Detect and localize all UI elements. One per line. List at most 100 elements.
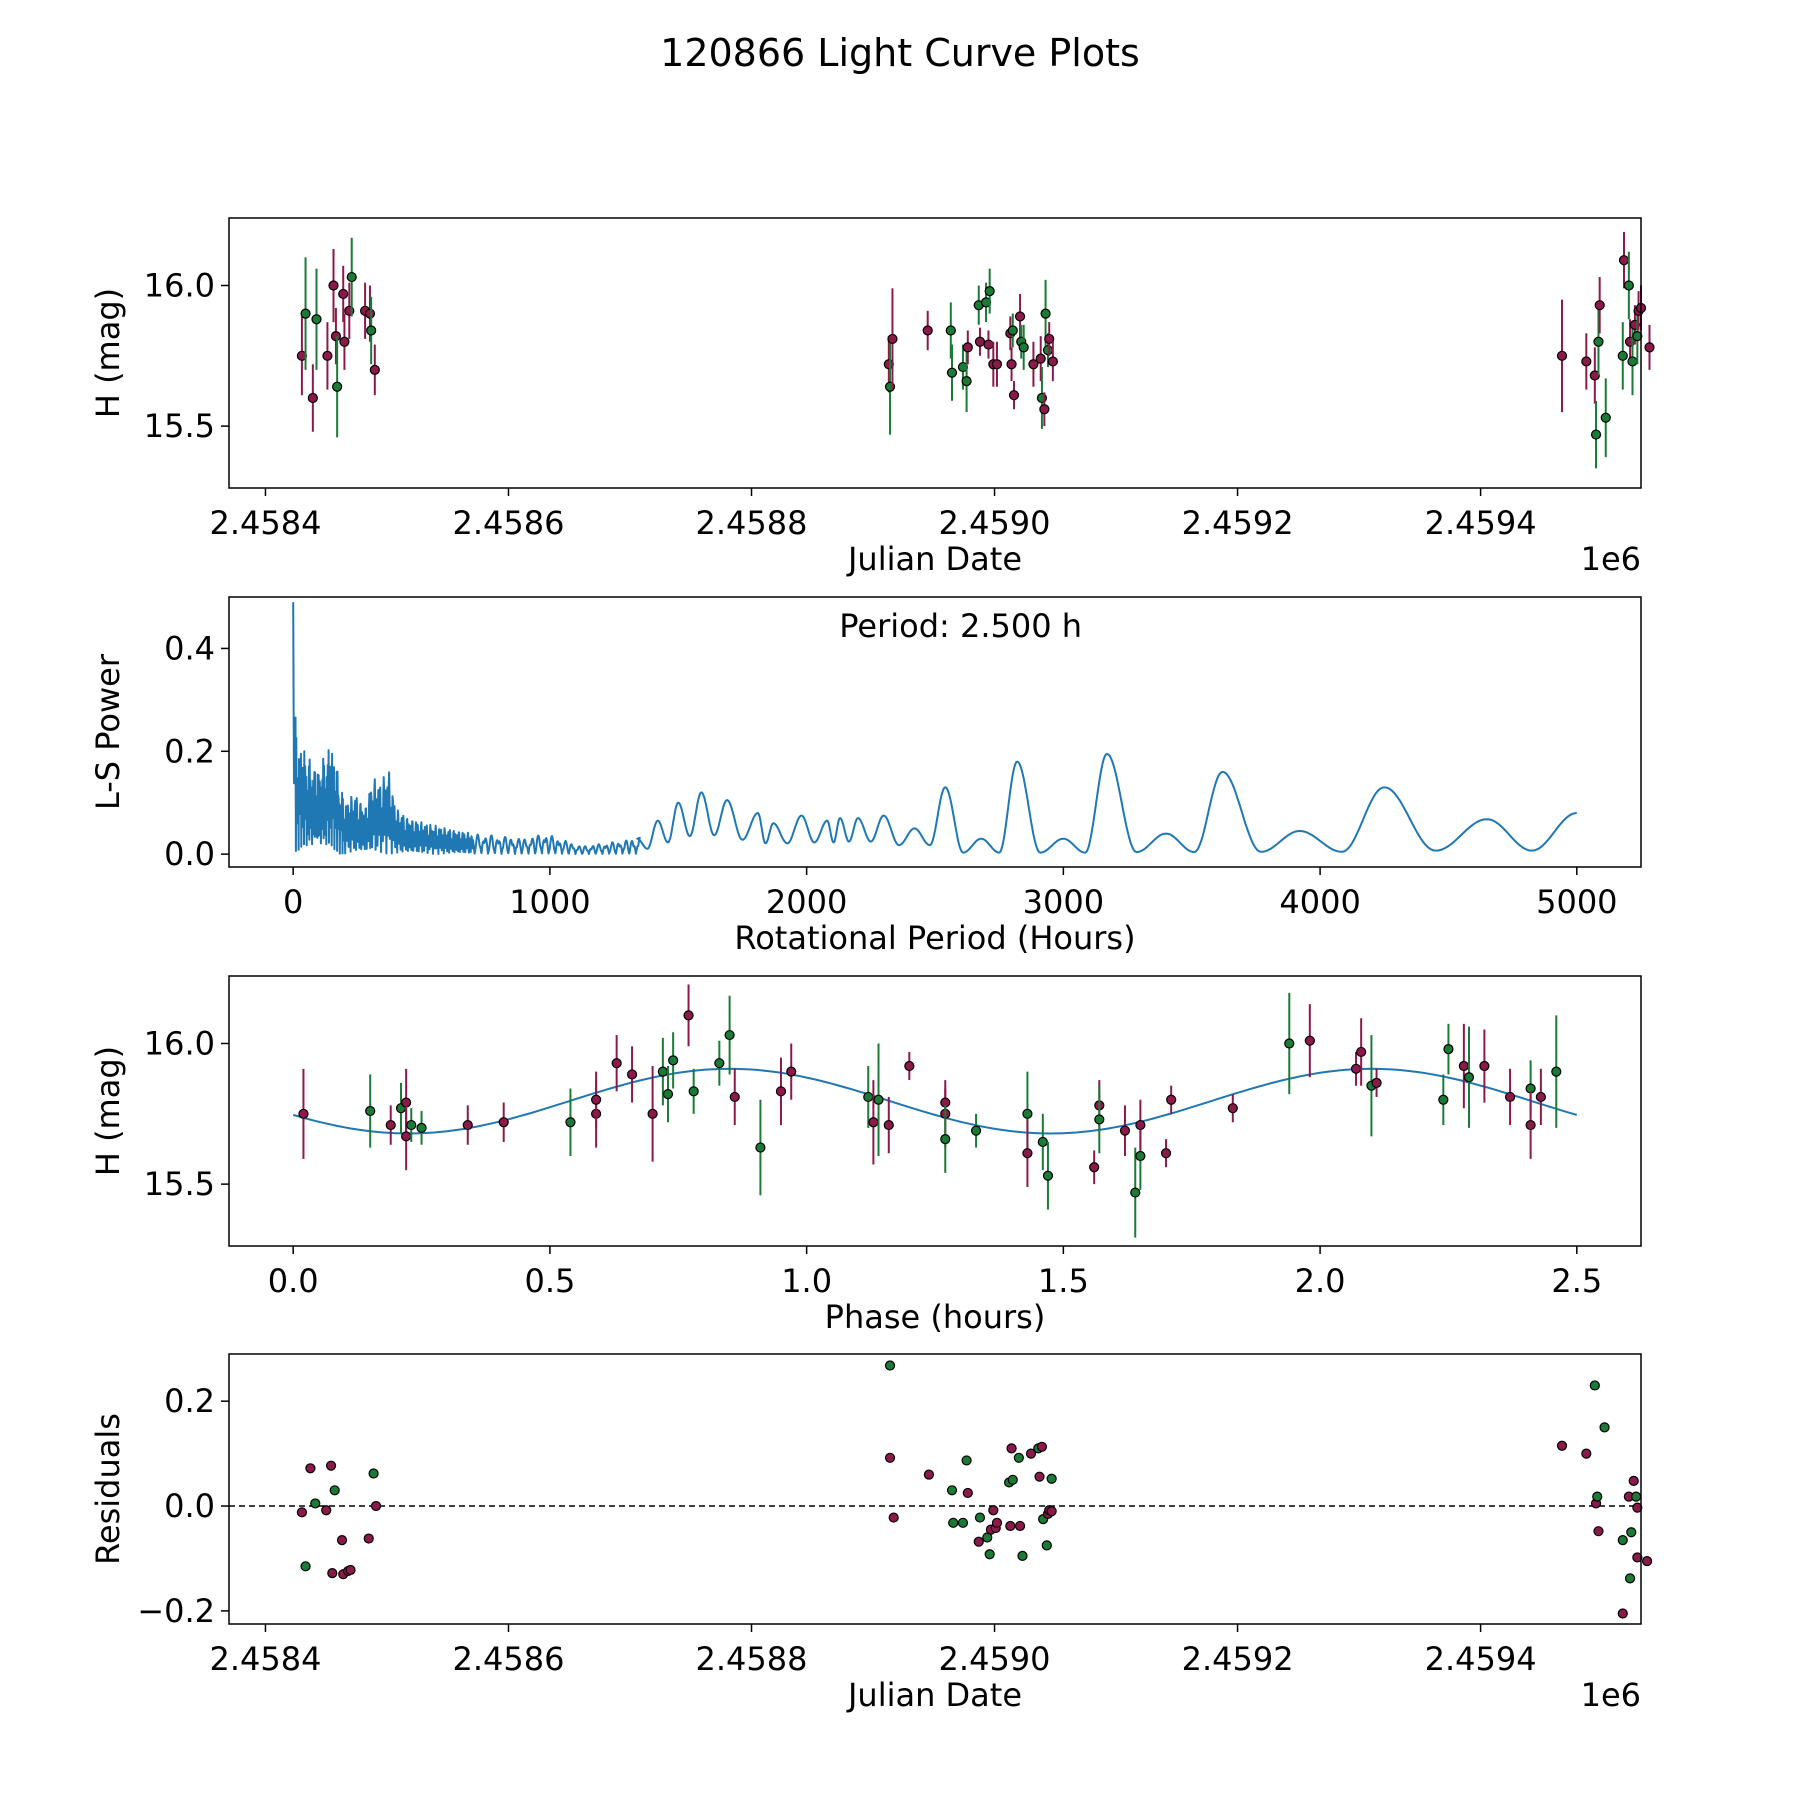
x-tick-label: 2.4586 — [452, 504, 564, 542]
axes-frame — [228, 1353, 1642, 1625]
data-point — [1626, 1527, 1637, 1538]
data-point — [346, 271, 357, 283]
data-point — [330, 331, 342, 342]
data-point — [1044, 333, 1055, 345]
data-point — [729, 1091, 740, 1103]
data-point — [1034, 1471, 1045, 1482]
data-point — [401, 1131, 412, 1142]
data-point — [385, 1119, 396, 1131]
data-point — [1007, 325, 1018, 336]
data-point — [714, 1058, 725, 1069]
data-point — [888, 1512, 899, 1523]
data-point — [365, 1105, 376, 1117]
data-point — [1047, 356, 1058, 367]
data-point — [364, 308, 376, 319]
y-tick-label: 0.0 — [164, 835, 215, 873]
data-point — [1617, 1608, 1628, 1619]
data-point — [1535, 1091, 1546, 1103]
data-point — [626, 1069, 638, 1080]
data-point — [1035, 353, 1046, 364]
x-axis-label: Rotational Period (Hours) — [734, 919, 1135, 957]
x-tick-label: 2.4594 — [1425, 504, 1537, 542]
data-point — [1594, 300, 1605, 311]
data-point — [338, 288, 349, 300]
x-tick-label: 2.4592 — [1182, 1640, 1294, 1678]
data-point — [1525, 1119, 1536, 1131]
data-point — [322, 350, 333, 361]
data-point — [300, 308, 311, 319]
data-point — [1304, 1035, 1315, 1046]
data-point — [1356, 1046, 1367, 1058]
data-point — [1014, 311, 1026, 322]
data-point — [1581, 356, 1592, 367]
axes-frame — [228, 217, 1642, 489]
x-tick-label: 2.4588 — [696, 1640, 808, 1678]
data-point — [1046, 1506, 1057, 1517]
data-point — [1022, 1148, 1033, 1159]
data-point — [307, 392, 318, 404]
data-point — [1617, 350, 1628, 361]
data-point — [1644, 342, 1655, 353]
data-point — [298, 1108, 309, 1119]
data-point — [462, 1119, 473, 1131]
data-point — [1371, 1077, 1382, 1088]
data-point — [868, 1117, 879, 1128]
x-tick-label: 1000 — [509, 883, 590, 921]
data-point — [945, 325, 956, 336]
data-point — [327, 1568, 338, 1579]
data-point — [1006, 359, 1017, 370]
y-axis-label: H (mag) — [89, 288, 127, 418]
data-point — [565, 1117, 576, 1128]
data-point — [368, 1468, 379, 1479]
x-tick-label: 2.4594 — [1425, 1640, 1537, 1678]
data-point — [1013, 1452, 1024, 1463]
data-point — [1160, 1148, 1172, 1159]
x-tick-label: 2.0 — [1295, 1262, 1346, 1300]
x-tick-label: 3000 — [1023, 883, 1104, 921]
x-tick-label: 2000 — [766, 883, 847, 921]
data-point — [1022, 1108, 1033, 1119]
axes-frame — [228, 596, 1642, 868]
data-point — [662, 1089, 674, 1100]
data-point — [946, 367, 958, 378]
data-point — [1617, 1535, 1628, 1546]
data-point — [339, 336, 350, 347]
data-point — [369, 364, 380, 375]
x-tick-label: 2.4588 — [696, 504, 808, 542]
data-point — [948, 1517, 959, 1528]
data-point — [332, 381, 343, 392]
data-point — [1039, 404, 1050, 415]
data-point — [1119, 1125, 1131, 1136]
axes-frame — [228, 975, 1642, 1247]
data-point — [786, 1066, 797, 1077]
data-point — [591, 1094, 602, 1105]
data-point — [962, 342, 973, 353]
data-point — [611, 1058, 622, 1069]
data-point — [321, 1505, 332, 1516]
data-point — [1042, 345, 1054, 356]
data-point — [1479, 1060, 1490, 1072]
data-point — [1350, 1063, 1362, 1074]
data-point — [1632, 1502, 1643, 1513]
data-point — [1018, 342, 1029, 353]
data-point — [1631, 1491, 1642, 1502]
y-tick-label: 15.5 — [144, 407, 215, 445]
data-point — [883, 1119, 894, 1131]
x-offset-label: 1e6 — [1581, 1676, 1641, 1714]
data-point — [1556, 350, 1568, 361]
data-point — [416, 1122, 427, 1133]
plot-area — [292, 602, 1577, 856]
data-point — [1589, 1380, 1600, 1391]
y-tick-label: 0.4 — [164, 629, 215, 667]
phased-curve-panel: 0.0 0.5 1.0 1.5 2.0 2.5 15.5 16.0 Phase (hours) H… — [89, 975, 1642, 1336]
data-point — [1599, 1422, 1610, 1433]
data-point — [1592, 1491, 1603, 1502]
data-point — [688, 1086, 699, 1097]
data-point — [1135, 1119, 1146, 1131]
x-axis-label: Julian Date — [846, 540, 1022, 578]
data-point — [1443, 1044, 1454, 1055]
data-point — [961, 376, 972, 387]
data-point — [1593, 336, 1604, 347]
